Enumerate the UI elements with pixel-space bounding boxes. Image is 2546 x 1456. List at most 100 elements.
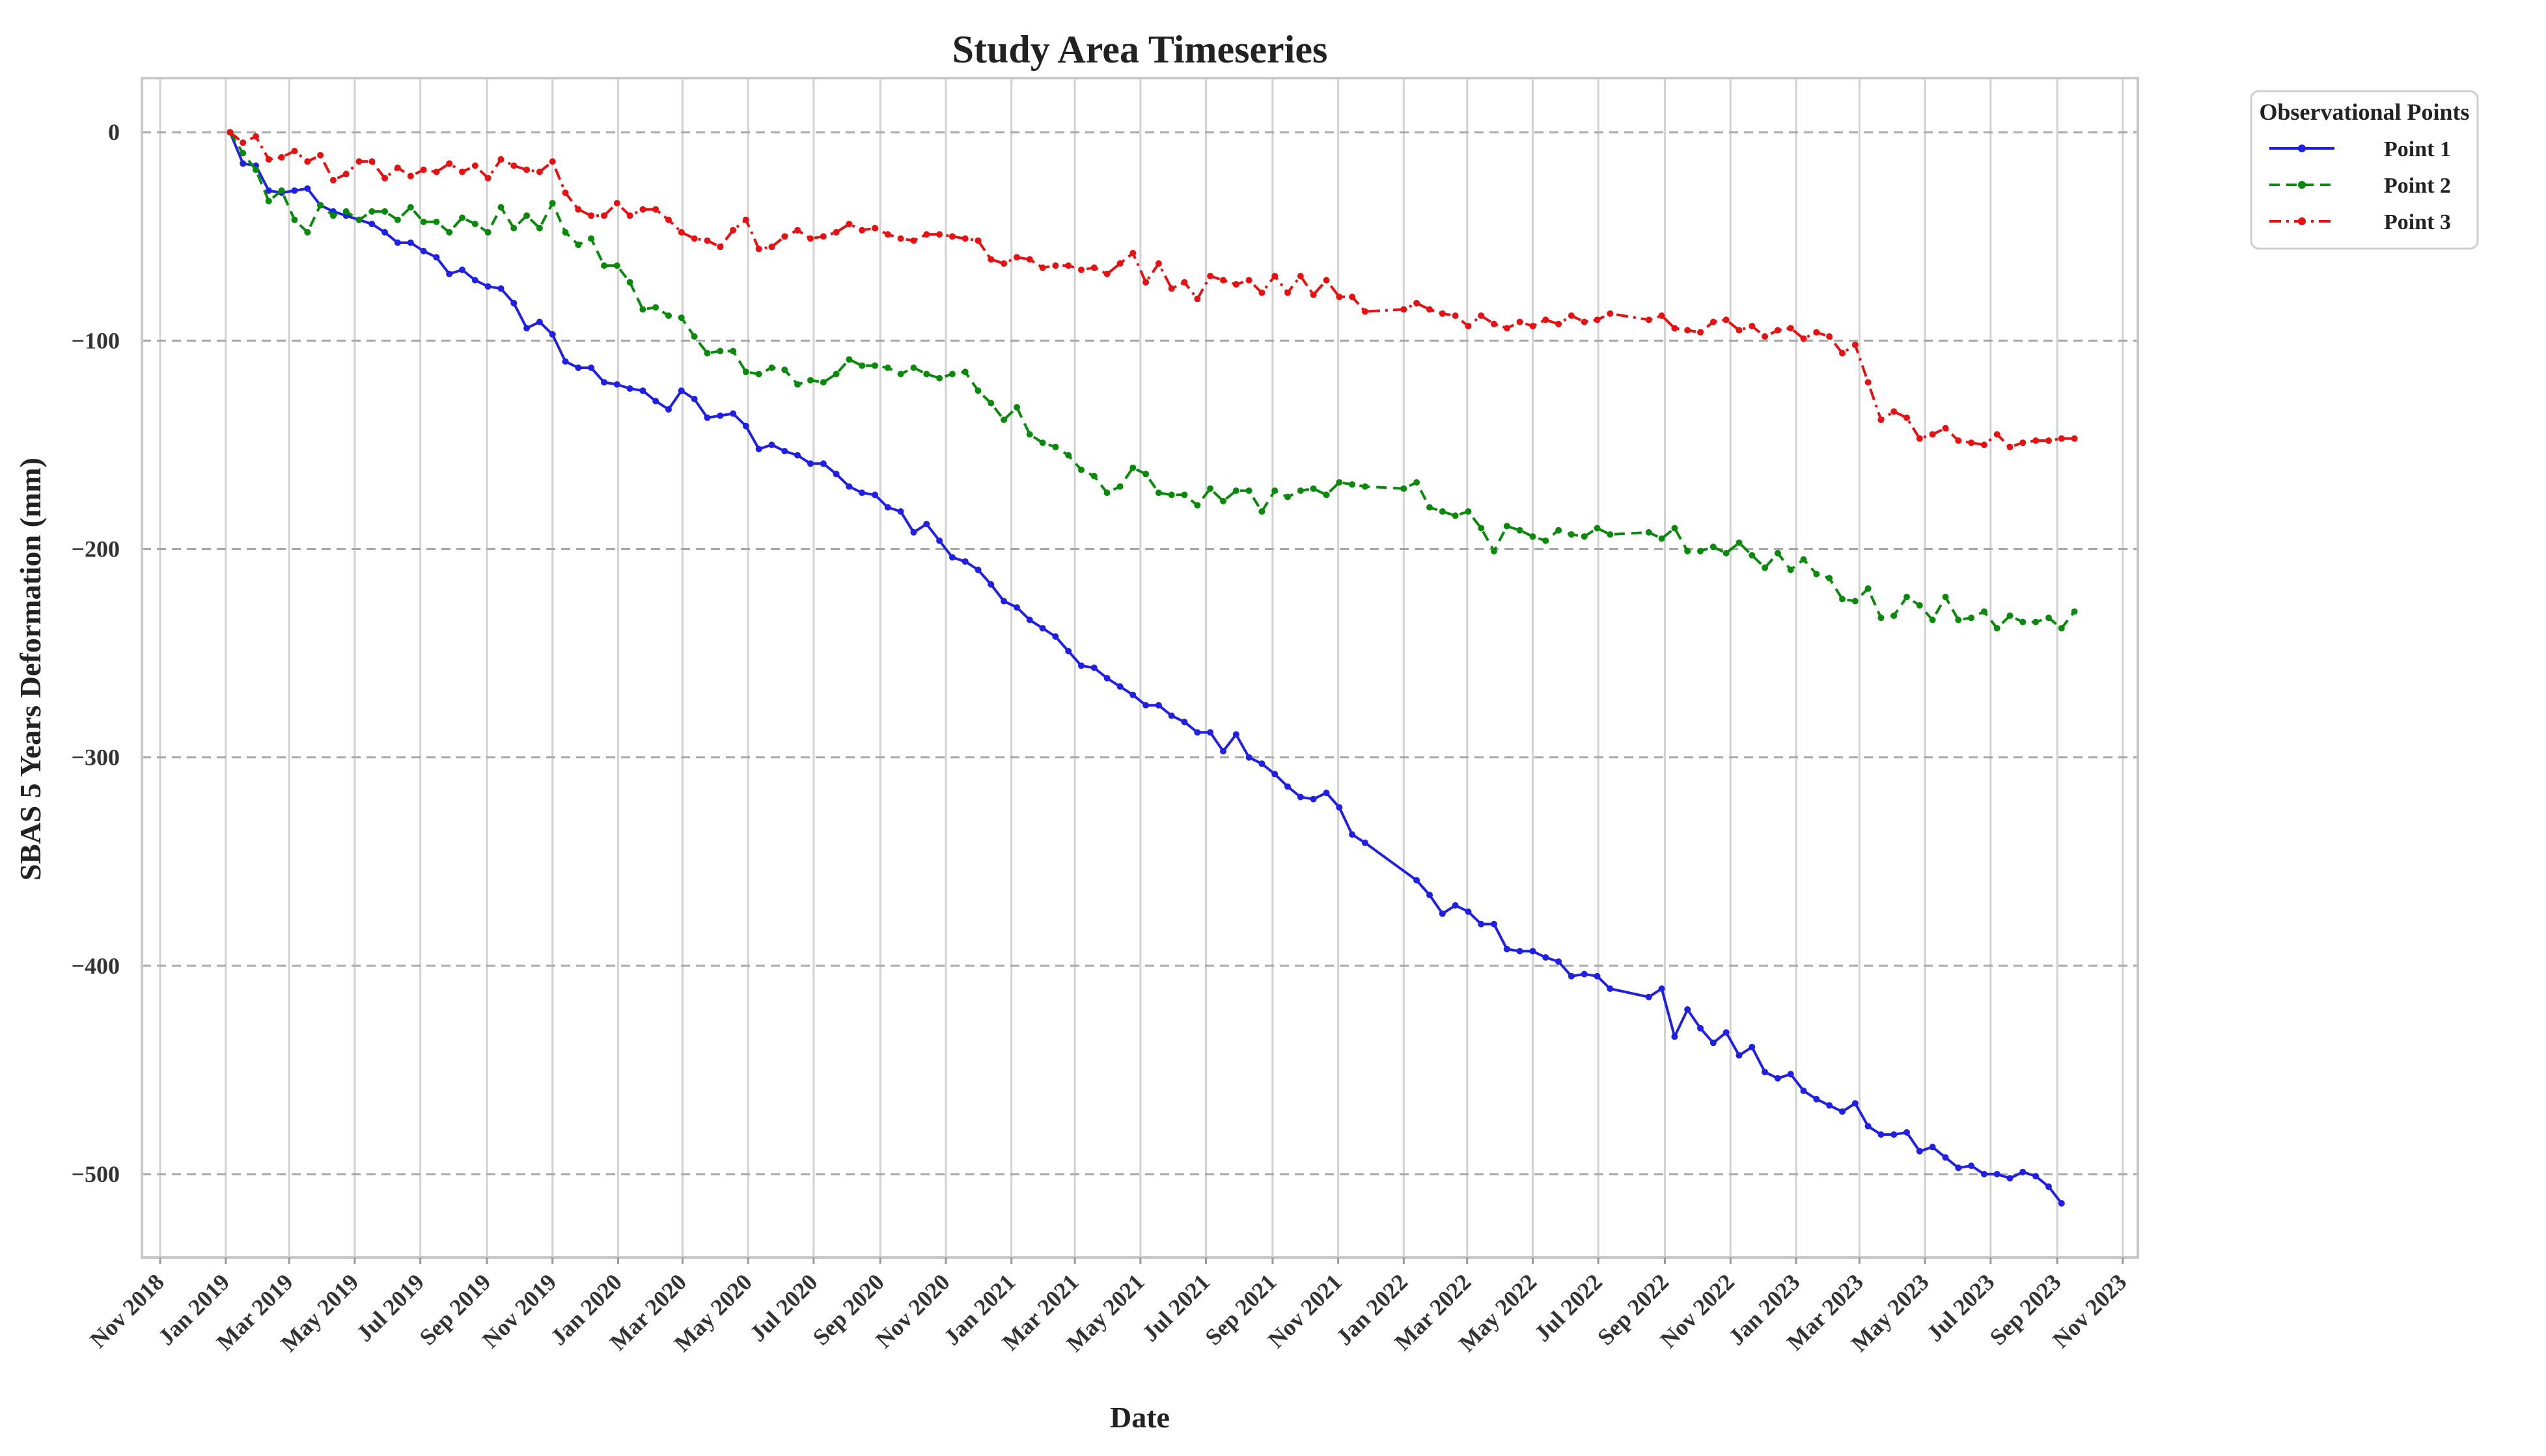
data-point: [407, 204, 414, 211]
data-point: [755, 445, 762, 452]
data-point: [1039, 439, 1046, 446]
data-point: [1723, 1029, 1730, 1036]
data-point: [626, 279, 633, 286]
data-point: [342, 208, 350, 215]
data-point: [1877, 614, 1885, 622]
data-point: [1684, 327, 1691, 334]
data-point: [1207, 485, 1214, 492]
data-point: [523, 212, 531, 219]
data-point: [1181, 719, 1188, 726]
data-point: [1774, 327, 1781, 334]
data-point: [420, 247, 427, 254]
data-point: [510, 299, 518, 307]
data-point: [1903, 594, 1910, 601]
data-point: [1207, 729, 1214, 736]
data-point: [433, 169, 440, 176]
data-point: [497, 285, 505, 292]
data-point: [1800, 335, 1807, 342]
data-point: [278, 154, 285, 161]
data-point: [1697, 329, 1704, 336]
data-point: [1529, 323, 1536, 329]
data-point: [1465, 908, 1472, 915]
data-point: [1736, 1052, 1743, 1059]
data-point: [601, 262, 607, 269]
data-point: [1413, 299, 1420, 307]
data-point: [1181, 491, 1188, 499]
data-point: [601, 212, 607, 219]
data-point: [420, 166, 427, 173]
data-point: [1090, 665, 1098, 671]
data-point: [1968, 614, 1975, 622]
data-point: [1001, 598, 1008, 605]
data-point: [1491, 920, 1497, 927]
data-point: [1361, 308, 1368, 315]
data-point: [2006, 443, 2013, 450]
data-point: [794, 381, 801, 388]
data-point: [1129, 249, 1137, 256]
data-point: [807, 235, 814, 242]
data-point: [639, 387, 646, 394]
data-point: [240, 150, 247, 157]
data-point: [1516, 948, 1523, 955]
data-point: [1129, 464, 1137, 471]
data-point: [1993, 625, 2000, 632]
data-point: [820, 233, 827, 240]
data-point: [265, 187, 272, 194]
data-point: [446, 228, 453, 236]
data-point: [1826, 575, 1833, 582]
data-point: [948, 554, 956, 561]
data-point: [975, 566, 982, 573]
data-point: [859, 489, 866, 497]
data-point: [1336, 294, 1343, 301]
data-point: [1542, 316, 1549, 323]
data-point: [240, 139, 247, 146]
data-point: [1065, 262, 1072, 269]
data-point: [1491, 320, 1497, 327]
data-point: [807, 460, 814, 467]
data-point: [1903, 414, 1910, 421]
data-point: [1723, 549, 1730, 556]
data-point: [420, 218, 427, 225]
data-point: [1194, 502, 1201, 509]
data-point: [381, 174, 389, 182]
data-point: [1155, 702, 1162, 709]
data-point: [510, 225, 518, 232]
data-point: [1284, 493, 1291, 501]
data-point: [1813, 570, 1820, 577]
data-point: [1271, 487, 1279, 494]
data-point: [781, 233, 788, 240]
data-point: [1478, 920, 1485, 927]
data-point: [1310, 291, 1317, 298]
data-point: [2032, 618, 2040, 625]
data-point: [1916, 1147, 1923, 1155]
data-point: [1993, 431, 2000, 438]
data-point: [2058, 625, 2065, 632]
data-point: [227, 129, 234, 136]
data-point: [1284, 783, 1291, 790]
legend-frame: [2250, 90, 2479, 250]
data-point: [1245, 487, 1252, 494]
data-point: [897, 235, 904, 242]
data-point: [872, 225, 878, 232]
data-point: [588, 235, 595, 242]
data-point: [962, 368, 969, 376]
data-point: [1245, 277, 1252, 284]
data-point: [291, 148, 298, 154]
data-point: [1762, 564, 1769, 571]
data-point: [1400, 306, 1407, 313]
data-point: [1709, 543, 1717, 551]
data-point: [1078, 466, 1085, 473]
data-point: [1980, 608, 1987, 615]
data-point: [1645, 529, 1652, 536]
legend-items: Point 1 Point 2 Point 3: [2269, 137, 2451, 234]
data-point: [1877, 417, 1885, 423]
data-point: [1749, 1043, 1756, 1051]
y-tick-label: −300: [71, 745, 120, 771]
data-point: [781, 366, 788, 374]
data-point: [1465, 508, 1472, 515]
data-point: [562, 228, 569, 236]
data-point: [1439, 508, 1446, 515]
data-point: [1658, 985, 1665, 992]
data-point: [807, 377, 814, 384]
data-point: [1903, 1129, 1910, 1136]
